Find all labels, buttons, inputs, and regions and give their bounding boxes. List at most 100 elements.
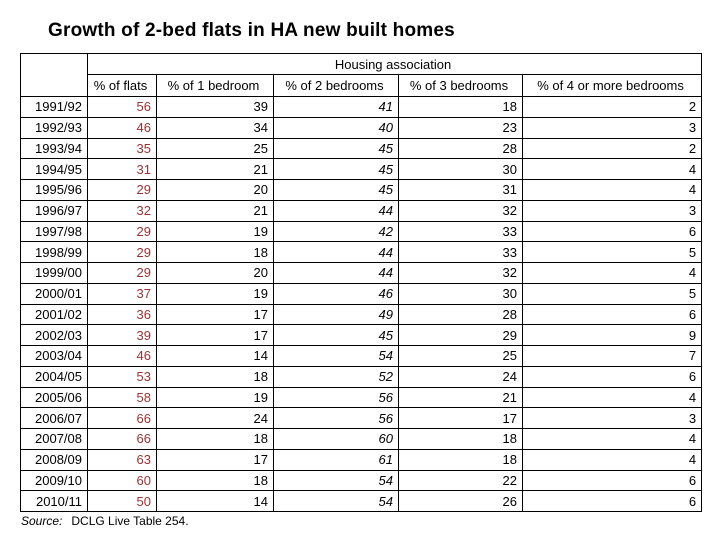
value-cell: 39 <box>156 96 274 118</box>
value-cell: 4 <box>521 448 703 471</box>
value-cell: 29 <box>87 241 157 263</box>
value-cell: 2 <box>521 137 703 160</box>
value-cell: 6 <box>521 490 703 512</box>
value-cell: 56 <box>87 96 157 118</box>
source-label: Source: <box>21 514 63 528</box>
value-cell: 18 <box>156 241 274 263</box>
year-cell: 1998/99 <box>20 241 88 263</box>
value-cell: 66 <box>87 407 157 429</box>
value-cell: 49 <box>273 303 399 326</box>
value-cell: 20 <box>156 179 274 201</box>
value-cell: 50 <box>87 490 157 512</box>
value-cell: 18 <box>398 428 523 450</box>
value-cell: 28 <box>398 303 523 326</box>
value-cell: 25 <box>398 345 523 367</box>
value-cell: 17 <box>156 324 274 346</box>
value-cell: 42 <box>273 220 399 243</box>
value-cell: 5 <box>521 282 703 305</box>
table-row: 2001/02 36 17 49 28 6 <box>20 303 703 326</box>
value-cell: 58 <box>87 386 157 409</box>
table-row: 2010/11 50 14 54 26 6 <box>20 490 703 512</box>
value-cell: 5 <box>521 241 703 263</box>
value-cell: 45 <box>273 179 399 201</box>
value-cell: 54 <box>273 345 399 367</box>
value-cell: 25 <box>156 137 274 160</box>
year-cell: 1995/96 <box>20 179 88 201</box>
value-cell: 23 <box>398 116 523 139</box>
value-cell: 19 <box>156 282 274 305</box>
value-cell: 19 <box>156 386 274 409</box>
value-cell: 6 <box>521 469 703 492</box>
year-cell: 2002/03 <box>20 324 88 346</box>
table-row: 1992/93 46 34 40 23 3 <box>20 116 703 139</box>
table-row: 2005/06 58 19 56 21 4 <box>20 386 703 409</box>
value-cell: 46 <box>87 345 157 367</box>
year-cell: 1992/93 <box>20 116 88 139</box>
value-cell: 28 <box>398 137 523 160</box>
value-cell: 6 <box>521 220 703 243</box>
value-cell: 17 <box>156 303 274 326</box>
value-cell: 18 <box>156 469 274 492</box>
col-header-4-or-more-bedrooms: % of 4 or more bedrooms <box>521 74 703 97</box>
value-cell: 18 <box>156 428 274 450</box>
value-cell: 46 <box>273 282 399 305</box>
table-row: 1998/99 29 18 44 33 5 <box>20 241 703 263</box>
year-cell: 2006/07 <box>20 407 88 429</box>
table-row: 1997/98 29 19 42 33 6 <box>20 220 703 243</box>
year-cell: 2007/08 <box>20 428 88 450</box>
table-body: 1991/92 56 39 41 18 2 1992/93 46 34 40 23 3 1993/94 3… <box>20 96 703 512</box>
table-row: 2000/01 37 19 46 30 5 <box>20 282 703 305</box>
year-cell: 1999/00 <box>20 262 88 284</box>
col-header-3-bedrooms: % of 3 bedrooms <box>398 74 523 97</box>
value-cell: 18 <box>156 365 274 388</box>
value-cell: 2 <box>521 96 703 118</box>
value-cell: 44 <box>273 199 399 222</box>
year-cell: 1994/95 <box>20 158 88 180</box>
value-cell: 40 <box>273 116 399 139</box>
value-cell: 45 <box>273 137 399 160</box>
table-row: 2008/09 63 17 61 18 4 <box>20 448 703 471</box>
value-cell: 4 <box>521 179 703 201</box>
value-cell: 60 <box>87 469 157 492</box>
col-header-flats: % of flats <box>87 74 157 97</box>
table-row: 2003/04 46 14 54 25 7 <box>20 345 703 367</box>
group-header-row: Housing association <box>20 53 703 97</box>
value-cell: 41 <box>273 96 399 118</box>
value-cell: 61 <box>273 448 399 471</box>
value-cell: 56 <box>273 407 399 429</box>
source-note: Source: DCLG Live Table 254. <box>21 514 189 528</box>
value-cell: 3 <box>521 407 703 429</box>
value-cell: 4 <box>521 428 703 450</box>
year-cell: 1996/97 <box>20 199 88 222</box>
year-cell: 2005/06 <box>20 386 88 409</box>
value-cell: 17 <box>398 407 523 429</box>
value-cell: 21 <box>156 199 274 222</box>
value-cell: 29 <box>87 220 157 243</box>
table-row: 1993/94 35 25 45 28 2 <box>20 137 703 160</box>
value-cell: 24 <box>398 365 523 388</box>
value-cell: 14 <box>156 490 274 512</box>
value-cell: 9 <box>521 324 703 346</box>
value-cell: 22 <box>398 469 523 492</box>
value-cell: 53 <box>87 365 157 388</box>
col-header-2-bedrooms: % of 2 bedrooms <box>273 74 399 97</box>
col-header-1-bedroom: % of 1 bedroom <box>156 74 274 97</box>
value-cell: 32 <box>398 199 523 222</box>
value-cell: 29 <box>87 179 157 201</box>
corner-cell <box>20 53 88 97</box>
table-row: 1995/96 29 20 45 31 4 <box>20 179 703 201</box>
year-cell: 2009/10 <box>20 469 88 492</box>
value-cell: 66 <box>87 428 157 450</box>
value-cell: 30 <box>398 158 523 180</box>
year-cell: 1993/94 <box>20 137 88 160</box>
value-cell: 18 <box>398 96 523 118</box>
value-cell: 21 <box>398 386 523 409</box>
value-cell: 29 <box>87 262 157 284</box>
year-cell: 2004/05 <box>20 365 88 388</box>
value-cell: 21 <box>156 158 274 180</box>
value-cell: 29 <box>398 324 523 346</box>
value-cell: 46 <box>87 116 157 139</box>
table-row: 2004/05 53 18 52 24 6 <box>20 365 703 388</box>
year-cell: 2003/04 <box>20 345 88 367</box>
value-cell: 19 <box>156 220 274 243</box>
